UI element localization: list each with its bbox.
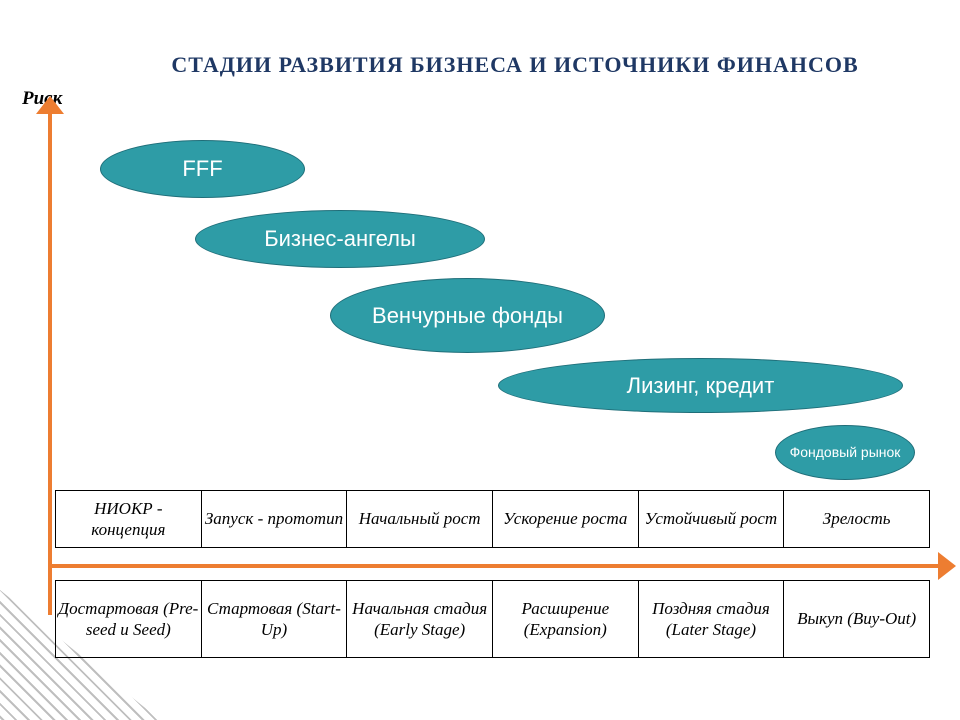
x-axis	[50, 564, 940, 568]
funding-ellipse-fff: FFF	[100, 140, 305, 198]
stages-table-ru: НИОКР - концепцияЗапуск - прототипНачаль…	[55, 490, 930, 548]
stage-cell: Запуск - прототип	[201, 491, 347, 548]
stage-cell: Достартовая (Pre-seed и Seed)	[56, 581, 202, 658]
table-row: Достартовая (Pre-seed и Seed)Стартовая (…	[56, 581, 930, 658]
ellipse-label: Бизнес-ангелы	[256, 226, 424, 251]
funding-ellipse-stock: Фондовый рынок	[775, 425, 915, 480]
stage-cell: Стартовая (Start-Up)	[201, 581, 347, 658]
ellipse-label: Фондовый рынок	[782, 444, 909, 460]
diagram-stage: СТАДИИ РАЗВИТИЯ БИЗНЕСА И ИСТОЧНИКИ ФИНА…	[0, 0, 960, 720]
stage-cell: НИОКР - концепция	[56, 491, 202, 548]
ellipse-label: Венчурные фонды	[364, 303, 571, 328]
stage-cell: Поздняя стадия (Later Stage)	[638, 581, 784, 658]
page-title: СТАДИИ РАЗВИТИЯ БИЗНЕСА И ИСТОЧНИКИ ФИНА…	[115, 52, 915, 78]
funding-ellipse-angels: Бизнес-ангелы	[195, 210, 485, 268]
funding-ellipse-leasing: Лизинг, кредит	[498, 358, 903, 413]
stages-table-en: Достартовая (Pre-seed и Seed)Стартовая (…	[55, 580, 930, 658]
y-axis-arrowhead	[36, 96, 64, 114]
x-axis-arrowhead	[938, 552, 956, 580]
table-row: НИОКР - концепцияЗапуск - прототипНачаль…	[56, 491, 930, 548]
y-axis	[48, 110, 52, 615]
stage-cell: Выкуп (Buy-Out)	[784, 581, 930, 658]
ellipse-label: FFF	[174, 156, 230, 181]
stage-cell: Начальный рост	[347, 491, 493, 548]
stage-cell: Расширение (Expansion)	[492, 581, 638, 658]
stage-cell: Начальная стадия (Early Stage)	[347, 581, 493, 658]
funding-ellipse-venture: Венчурные фонды	[330, 278, 605, 353]
ellipse-label: Лизинг, кредит	[619, 373, 783, 398]
stage-cell: Ускорение роста	[492, 491, 638, 548]
stage-cell: Зрелость	[784, 491, 930, 548]
stage-cell: Устойчивый рост	[638, 491, 784, 548]
